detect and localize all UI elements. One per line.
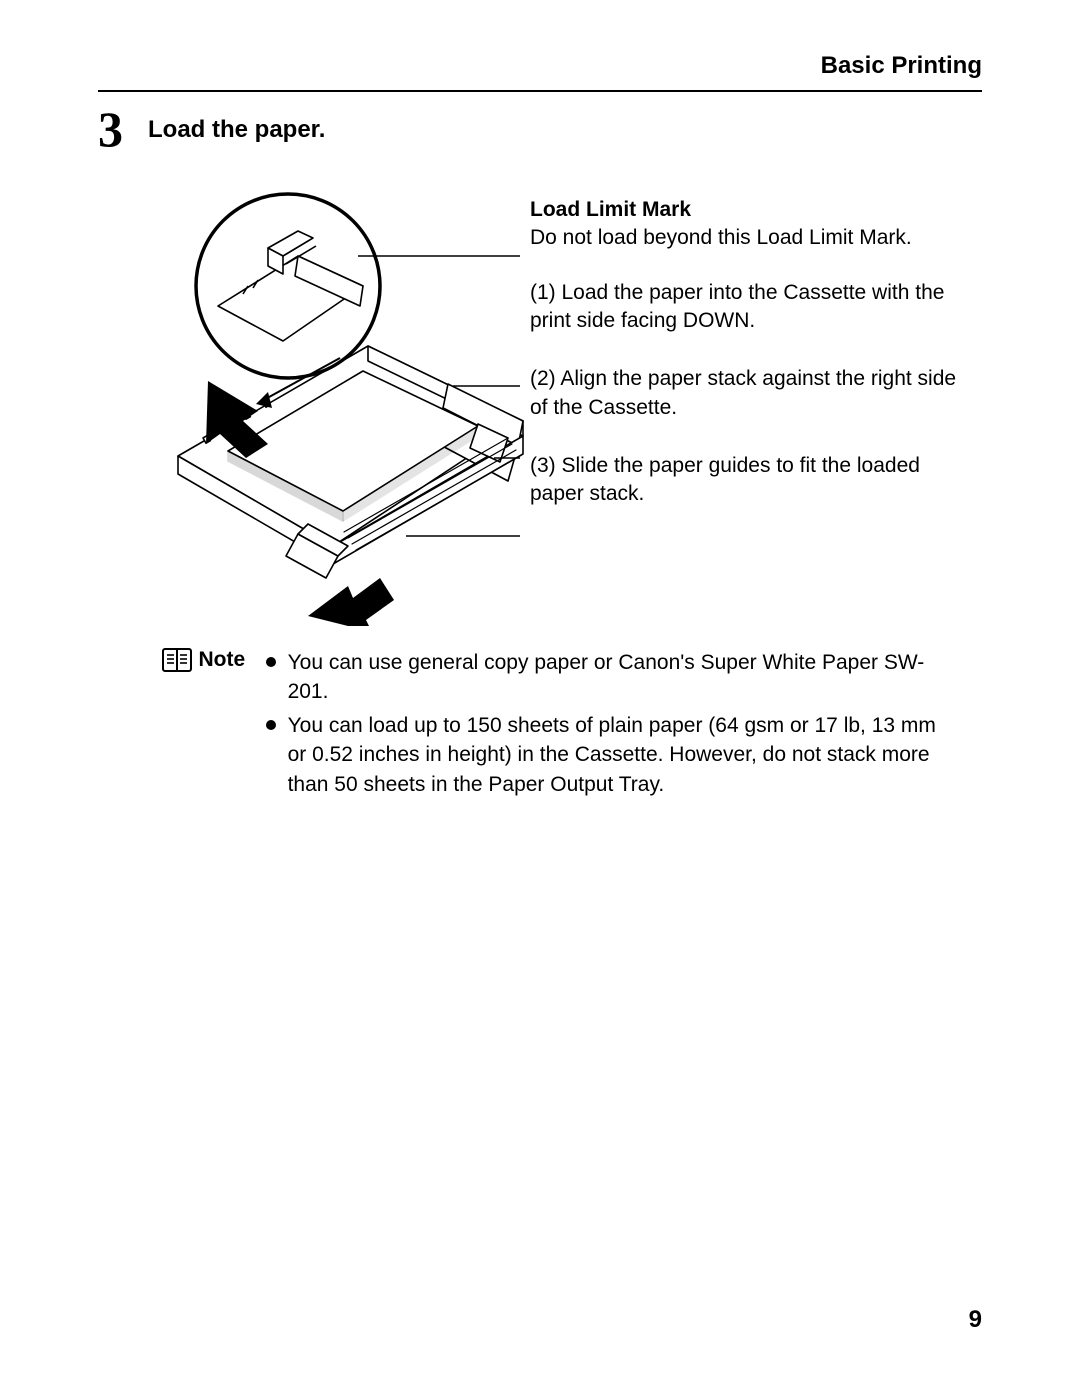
note-list: You can use general copy paper or Canon'… <box>266 648 956 803</box>
step-number: 3 <box>98 100 123 158</box>
diagram-callouts: Load Limit Mark Do not load beyond this … <box>530 196 970 539</box>
note-label: Note <box>198 648 245 672</box>
arrow-icon <box>308 578 394 626</box>
note-bullet: You can load up to 150 sheets of plain p… <box>266 711 956 799</box>
note-block: Note You can use general copy paper or C… <box>162 648 982 803</box>
callout-3: (3) Slide the paper guides to fit the lo… <box>530 452 970 509</box>
horizontal-rule <box>98 90 982 92</box>
callout-text: Do not load beyond this Load Limit Mark. <box>530 224 970 252</box>
section-title: Basic Printing <box>821 52 982 80</box>
callout-load-limit: Load Limit Mark Do not load beyond this … <box>530 196 970 253</box>
page-number: 9 <box>969 1306 982 1334</box>
callout-1: (1) Load the paper into the Cassette wit… <box>530 279 970 336</box>
note-icon <box>162 648 192 672</box>
callout-2: (2) Align the paper stack against the ri… <box>530 365 970 422</box>
note-bullet: You can use general copy paper or Canon'… <box>266 648 956 707</box>
step-title: Load the paper. <box>148 116 325 144</box>
callout-title: Load Limit Mark <box>530 196 970 224</box>
document-page: Basic Printing 3 Load the paper. <box>0 0 1080 1388</box>
